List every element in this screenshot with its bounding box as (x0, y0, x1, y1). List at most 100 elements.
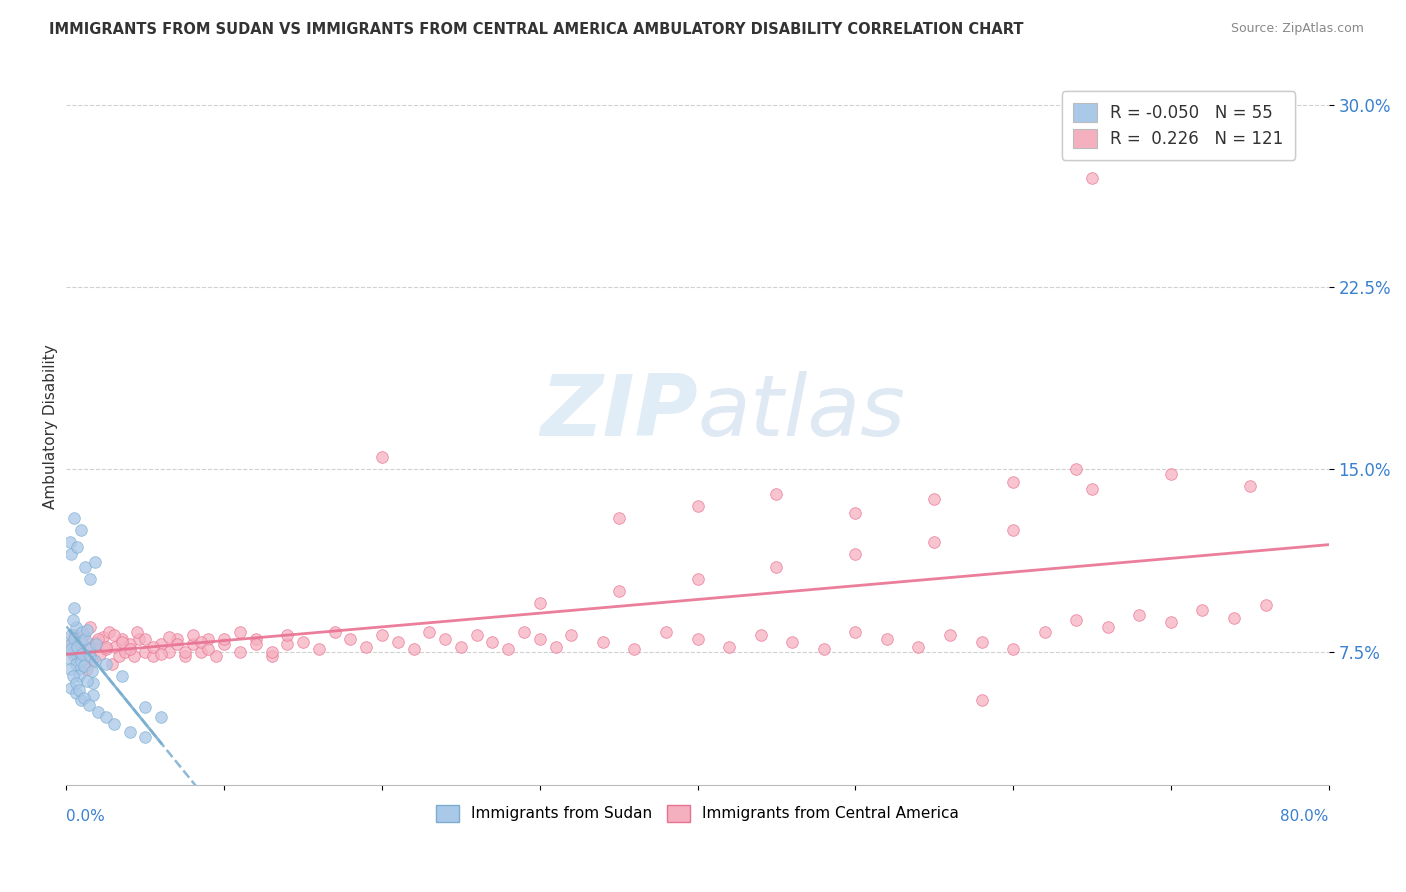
Point (371, 627, 394, 641)
Point (69, 644, 91, 658)
Point (229, 625, 252, 640)
Point (60, 637, 83, 651)
Point (118, 642, 141, 657)
Point (63, 600, 86, 615)
Point (127, 625, 149, 640)
Point (245, 632, 267, 647)
Point (79, 620, 101, 634)
Point (69, 523, 91, 537)
Point (229, 644, 252, 658)
Point (354, 640, 377, 654)
Point (150, 647, 173, 661)
Point (1033, 625, 1056, 640)
Text: ZIP: ZIP (540, 371, 697, 454)
Point (70, 647, 93, 661)
Point (1002, 475, 1025, 489)
Point (86, 635, 108, 649)
Point (124, 649, 146, 664)
Point (260, 644, 283, 658)
Point (62, 669, 84, 683)
Point (513, 625, 536, 640)
Point (83, 555, 105, 569)
Point (63, 649, 86, 664)
Point (59, 652, 82, 666)
Point (63, 632, 86, 647)
Point (94, 640, 117, 654)
Point (292, 635, 315, 649)
Point (529, 596, 551, 610)
Point (63, 627, 86, 641)
Point (481, 635, 503, 649)
Point (765, 486, 787, 500)
Point (387, 635, 409, 649)
Text: Source: ZipAtlas.com: Source: ZipAtlas.com (1230, 22, 1364, 36)
Point (718, 640, 741, 654)
Point (655, 625, 678, 640)
Point (82, 688, 104, 702)
Point (1128, 608, 1150, 623)
Point (65, 657, 87, 671)
Point (434, 632, 457, 647)
Point (63, 511, 86, 525)
Point (103, 717, 125, 731)
Point (98, 625, 121, 640)
Point (450, 640, 472, 654)
Point (103, 627, 125, 641)
Point (157, 630, 180, 644)
Point (82, 676, 104, 690)
Point (560, 627, 582, 641)
Point (276, 627, 298, 641)
Point (190, 635, 212, 649)
Legend: R = -0.050   N = 55, R =  0.226   N = 121: R = -0.050 N = 55, R = 0.226 N = 121 (1062, 91, 1295, 160)
Point (83, 654, 105, 668)
Point (79, 572, 101, 586)
Point (65, 676, 87, 690)
Point (67, 662, 90, 676)
Point (134, 644, 156, 658)
Point (197, 632, 219, 647)
Point (59, 637, 82, 651)
Point (59, 535, 82, 549)
Point (79, 640, 101, 654)
Point (181, 627, 204, 641)
Point (134, 632, 156, 647)
Point (73, 627, 96, 641)
Point (150, 637, 173, 651)
Point (91, 630, 114, 644)
Point (212, 637, 235, 651)
Point (111, 632, 134, 647)
Point (1002, 523, 1025, 537)
Point (60, 681, 83, 695)
Point (844, 548, 866, 562)
Point (166, 637, 188, 651)
Point (65, 620, 87, 634)
Point (60, 627, 83, 641)
Point (212, 632, 235, 647)
Point (60, 642, 83, 657)
Point (592, 635, 614, 649)
Point (70, 635, 93, 649)
Point (69, 654, 91, 668)
Point (844, 625, 866, 640)
Point (94, 642, 117, 657)
Point (970, 635, 993, 649)
Point (60, 548, 83, 562)
Point (66, 632, 89, 647)
Point (118, 724, 141, 739)
Point (197, 642, 219, 657)
Point (104, 640, 127, 654)
Point (922, 535, 945, 549)
Point (749, 627, 772, 641)
Point (173, 644, 195, 658)
Point (76, 623, 98, 637)
Point (607, 583, 630, 598)
Point (118, 637, 141, 651)
Point (544, 640, 567, 654)
Point (114, 644, 136, 658)
Point (1064, 462, 1087, 476)
Point (87, 632, 110, 647)
Point (813, 642, 835, 657)
Point (76, 673, 98, 688)
Point (1223, 610, 1246, 624)
Point (75, 559, 97, 574)
